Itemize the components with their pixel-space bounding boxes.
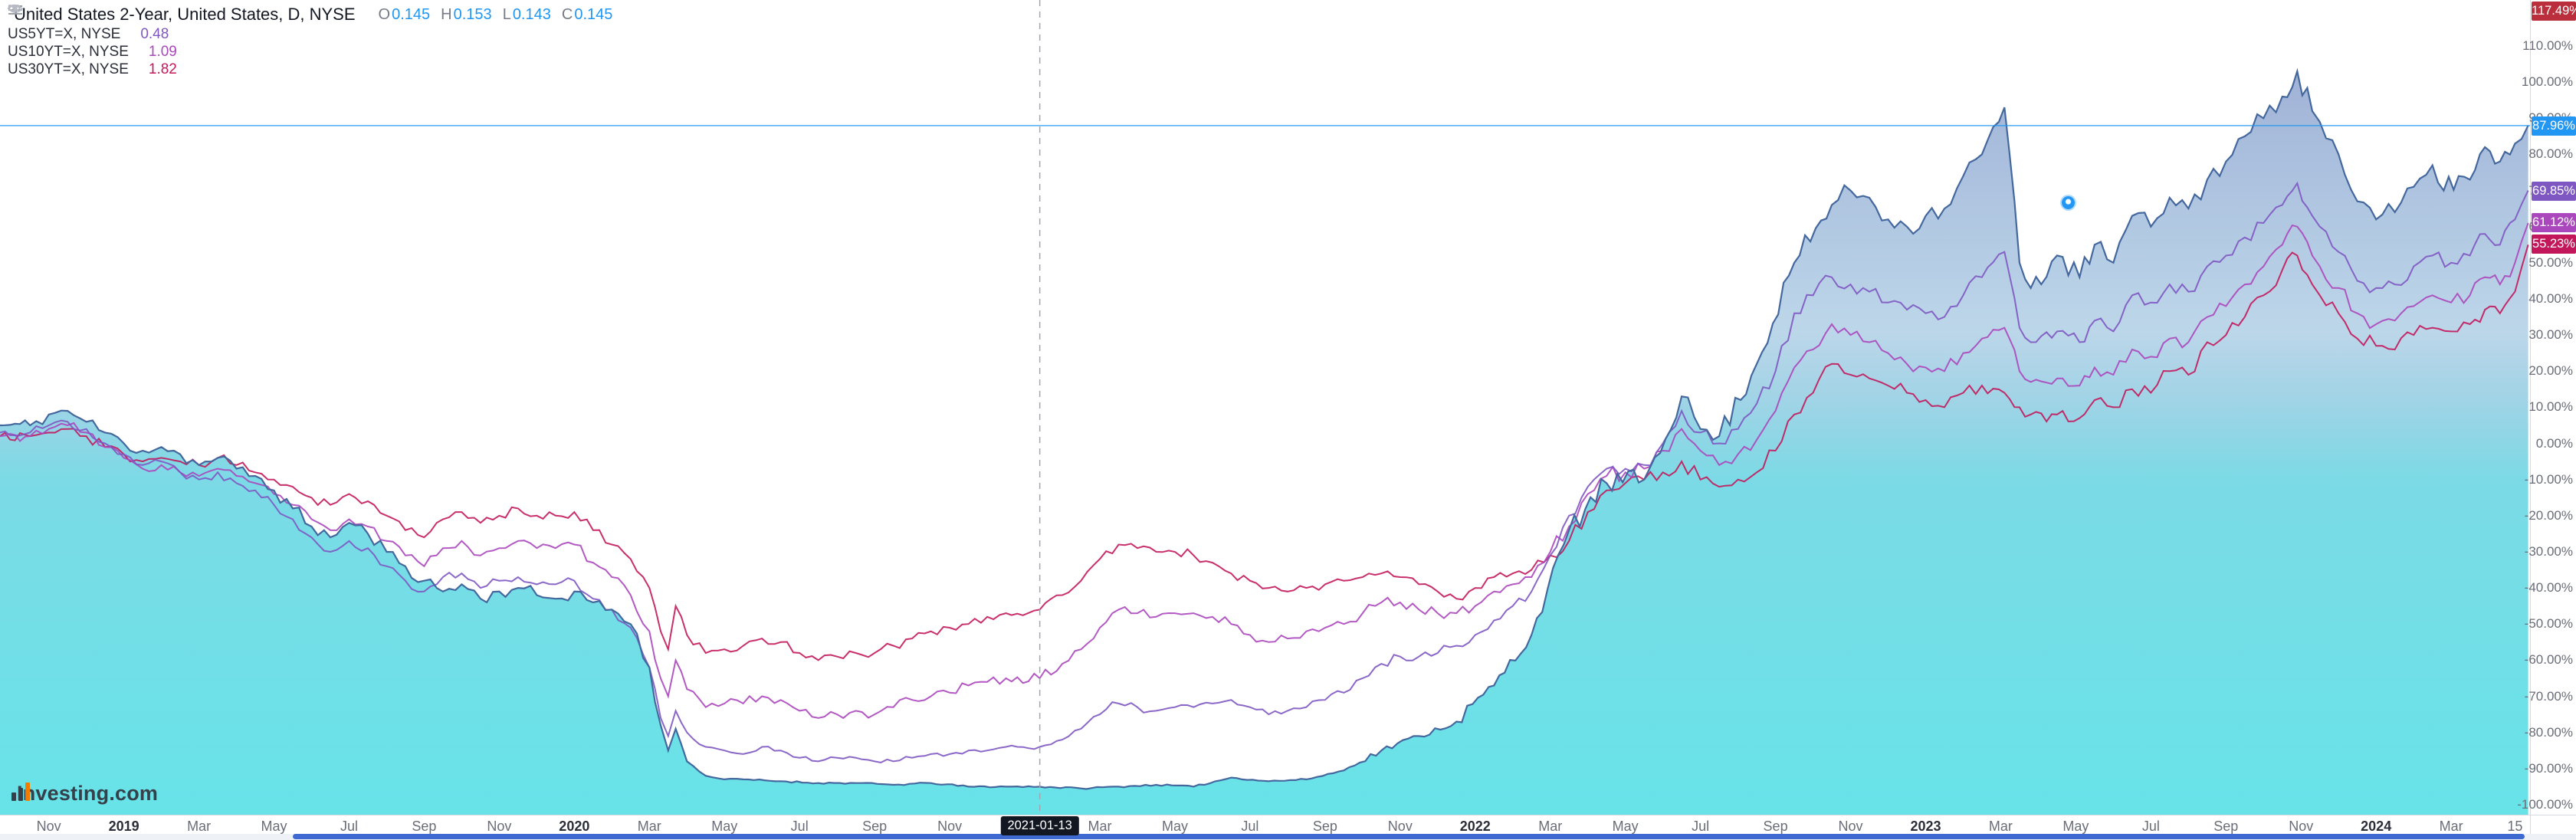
time-scale-label: Sep: [862, 819, 888, 834]
overlay-symbol-label[interactable]: US30YT=X, NYSE: [8, 61, 129, 77]
time-scale-label: May: [1161, 819, 1188, 834]
time-scale-label: Mar: [1088, 819, 1112, 834]
time-scale-label: 15: [2507, 819, 2523, 834]
time-scale-label: Jul: [2141, 819, 2160, 834]
chart-scrollbar[interactable]: [0, 833, 2576, 840]
price-scale-label: -30.00%: [2524, 543, 2573, 559]
price-scale-label: -70.00%: [2524, 688, 2573, 704]
us2y-area-line: [0, 67, 2529, 790]
time-scale-label: Jul: [340, 819, 358, 834]
time-scale-label: Sep: [1763, 819, 1788, 834]
time-scale-label: Jul: [790, 819, 809, 834]
overlay-symbol-value: 1.82: [148, 61, 177, 77]
main-symbol-row[interactable]: United States 2-Year, United States, D, …: [8, 4, 612, 25]
chart-canvas[interactable]: [0, 0, 2530, 815]
time-scale-label: May: [1612, 819, 1639, 834]
price-scale-label: -50.00%: [2524, 616, 2573, 632]
chart-legend: United States 2-Year, United States, D, …: [8, 4, 612, 78]
time-scale-label: Nov: [1387, 819, 1413, 834]
price-scale-label: -60.00%: [2524, 652, 2573, 668]
investing-logo: Investing.com: [11, 782, 158, 806]
us30y-last-badge[interactable]: 55.23%: [2532, 235, 2576, 254]
time-scale-label: Nov: [2289, 819, 2314, 834]
price-scale-label: 30.00%: [2528, 327, 2573, 343]
overlay-symbol-label[interactable]: US5YT=X, NYSE: [8, 25, 121, 42]
time-scale-year-label: 2024: [2361, 819, 2392, 834]
chart-plot-area[interactable]: United States 2-Year, United States, D, …: [0, 0, 2530, 815]
scrollbar-thumb[interactable]: [293, 834, 2525, 839]
price-scale-label: 110.00%: [2522, 38, 2573, 53]
price-scale-label: 50.00%: [2528, 254, 2573, 270]
time-scale-label: Jul: [1241, 819, 1259, 834]
time-scale-year-label: 2023: [1910, 819, 1941, 834]
price-scale-label: -20.00%: [2524, 507, 2573, 523]
us10y-last-badge[interactable]: 61.12%: [2532, 213, 2576, 233]
price-scale-label: 10.00%: [2528, 399, 2573, 415]
time-scale-year-label: 2019: [108, 819, 139, 834]
chart-marker-icon[interactable]: [2062, 195, 2076, 209]
price-scale-label: -40.00%: [2524, 580, 2573, 596]
time-scale-label: May: [2062, 819, 2089, 834]
time-scale-label: Sep: [412, 819, 437, 834]
us5y-line: [0, 181, 2529, 763]
price-scale-label: -80.00%: [2524, 724, 2573, 740]
time-scale-label: Nov: [36, 819, 61, 834]
time-scale-label: Nov: [487, 819, 512, 834]
overlay-symbol-row[interactable]: US30YT=X, NYSE 1.82: [8, 4, 612, 78]
time-scale-label: May: [261, 819, 287, 834]
overlay-symbol-row[interactable]: US5YT=X, NYSE 0.48: [8, 4, 612, 43]
investing-logo-text: Investing.com: [17, 782, 159, 805]
price-scale-label: -100.00%: [2517, 796, 2573, 812]
time-scale-label: Mar: [637, 819, 661, 834]
alert-price-badge[interactable]: 117.49%: [2532, 2, 2576, 21]
price-scale-label: 80.00%: [2528, 146, 2573, 162]
main-symbol-title[interactable]: United States 2-Year, United States, D, …: [14, 5, 356, 24]
price-scale-label: 100.00%: [2521, 74, 2573, 90]
time-scale-label: Sep: [2213, 819, 2239, 834]
price-scale-label: -10.00%: [2524, 471, 2573, 487]
time-scale-label: Mar: [187, 819, 212, 834]
price-scale-label: 0.00%: [2535, 435, 2573, 451]
us30y-line: [0, 244, 2529, 661]
time-scale-year-label: 2020: [559, 819, 590, 834]
price-scale-label: 20.00%: [2528, 363, 2573, 379]
time-scale-label: Sep: [1312, 819, 1337, 834]
crosshair-date-badge: 2021-01-13: [1000, 816, 1079, 835]
overlay-symbol-row[interactable]: US10YT=X, NYSE 1.09: [8, 4, 612, 61]
time-scale-label: Nov: [937, 819, 963, 834]
ohlc-values: O 0.145 H 0.153 L 0.143 C 0.145: [378, 5, 613, 23]
us5y-last-badge[interactable]: 69.85%: [2532, 182, 2576, 202]
price-scale-label: -90.00%: [2524, 760, 2573, 776]
axis-corner: [2530, 815, 2576, 834]
price-scale-label: 40.00%: [2528, 290, 2573, 306]
time-scale-label: Mar: [2439, 819, 2463, 834]
price-scale[interactable]: 110.00%100.00%90.00%80.00%70.00%60.00%50…: [2517, 0, 2576, 815]
overlay-symbol-label[interactable]: US10YT=X, NYSE: [8, 43, 129, 60]
time-scale-label: May: [711, 819, 738, 834]
overlay-symbol-value: 0.48: [140, 25, 169, 42]
us2y-last-badge[interactable]: 87.96%: [2532, 116, 2576, 136]
overlay-symbol-value: 1.09: [148, 43, 177, 60]
time-scale-label: Mar: [1988, 819, 2013, 834]
time-scale-year-label: 2022: [1459, 819, 1491, 834]
us10y-line: [0, 222, 2529, 720]
us2y-area-fill: [0, 71, 2528, 815]
time-scale-label: Nov: [1838, 819, 1863, 834]
time-scale[interactable]: Nov 2019 Mar May Jul Sep Nov 2020 Mar May Jul Sep No…: [0, 815, 2530, 835]
time-scale-label: Mar: [1538, 819, 1563, 834]
time-scale-label: Jul: [1692, 819, 1710, 834]
